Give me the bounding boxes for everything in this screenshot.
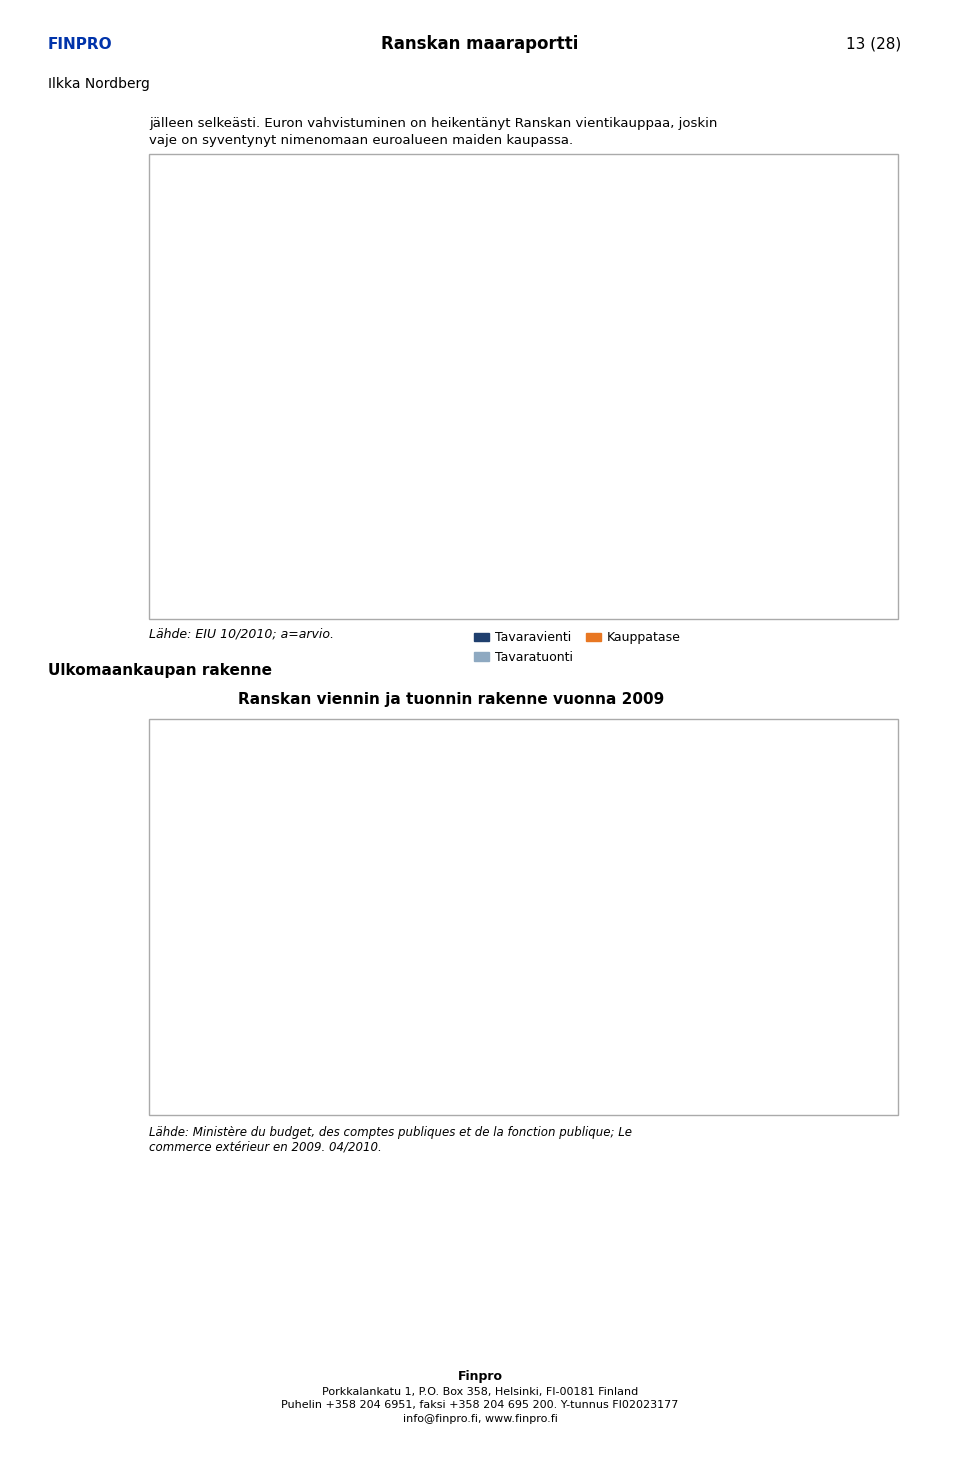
Wedge shape [490,848,553,929]
Text: Ulkomaankaupan rakenne: Ulkomaankaupan rakenne [48,663,272,678]
Wedge shape [419,929,490,990]
Text: Koneet, laitteet ja
kuljetusvälineet
1,88: Koneet, laitteet ja kuljetusvälineet 1,8… [271,962,447,1014]
Text: Moottoriajoneuvot
ja kuljetusvälineet
18%: Moottoriajoneuvot ja kuljetusvälineet 18… [481,980,621,1077]
Text: Koneet ja
elektroniikka
21%: Koneet ja elektroniikka 21% [542,863,680,923]
Text: jälleen selkeästi. Euron vahvistuminen on heikentänyt Ranskan vientikauppaa, jos: jälleen selkeästi. Euron vahvistuminen o… [149,117,717,129]
Text: info@finpro.fi, www.finpro.fi: info@finpro.fi, www.finpro.fi [402,1414,558,1423]
Text: Maataloustuotteet
ja elintarvikkeet
12%: Maataloustuotteet ja elintarvikkeet 12% [513,782,621,883]
Text: Finpro: Finpro [458,1370,502,1382]
Bar [804,499,844,515]
Bar [444,245,484,499]
Bar [404,277,444,499]
Text: Ranskan viennin ja tuonnin rakenne vuonna 2009: Ranskan viennin ja tuonnin rakenne vuonn… [238,692,664,707]
Text: Porkkalankatu 1, P.O. Box 358, Helsinki, FI-00181 Finland: Porkkalankatu 1, P.O. Box 358, Helsinki,… [322,1388,638,1397]
Wedge shape [490,929,562,1008]
Bar [487,499,527,531]
Text: Ilkka Nordberg: Ilkka Nordberg [48,76,150,91]
Text: commerce extérieur en 2009. 04/2010.: commerce extérieur en 2009. 04/2010. [149,1141,381,1153]
Title: Ranskan viennin rakenne 2009: Ranskan viennin rakenne 2009 [357,725,622,739]
Text: 13 (28): 13 (28) [846,37,901,51]
Text: Muut 41%: Muut 41% [311,888,445,901]
Text: Puhelin +358 204 6951, faksi +358 204 695 200. Y-tunnus FI02023177: Puhelin +358 204 6951, faksi +358 204 69… [281,1401,679,1410]
Bar [563,327,603,499]
Bar [328,499,368,519]
Y-axis label: Mrd.EUR: Mrd.EUR [153,359,166,418]
Text: vaje on syventynyt nimenomaan euroalueen maiden kaupassa.: vaje on syventynyt nimenomaan euroalueen… [149,135,573,147]
Wedge shape [490,877,572,967]
Wedge shape [407,846,507,970]
Bar [761,301,801,499]
Text: Öljy- ja hiilituotteet
14%: Öljy- ja hiilituotteet 14% [525,965,717,995]
Bar [722,317,761,499]
Bar [603,307,642,499]
Text: FINPRO: FINPRO [48,37,112,51]
Text: Ranskan maaraportti: Ranskan maaraportti [381,35,579,53]
Title: Ranskan ulkomaankauppa 2007-2010 (arvio): Ranskan ulkomaankauppa 2007-2010 (arvio) [352,179,737,195]
Wedge shape [436,929,514,1011]
Text: Lähde: Ministère du budget, des comptes publiques et de la fonction publique; Le: Lähde: Ministère du budget, des comptes … [149,1127,632,1138]
Legend: Tavaravienti, Tavaratuonti, Kauppatase: Tavaravienti, Tavaratuonti, Kauppatase [469,626,686,669]
Bar [645,499,685,518]
Bar [285,277,325,499]
Bar [246,298,285,499]
Text: Lähde: EIU 10/2010; a=arvio.: Lähde: EIU 10/2010; a=arvio. [149,628,334,640]
